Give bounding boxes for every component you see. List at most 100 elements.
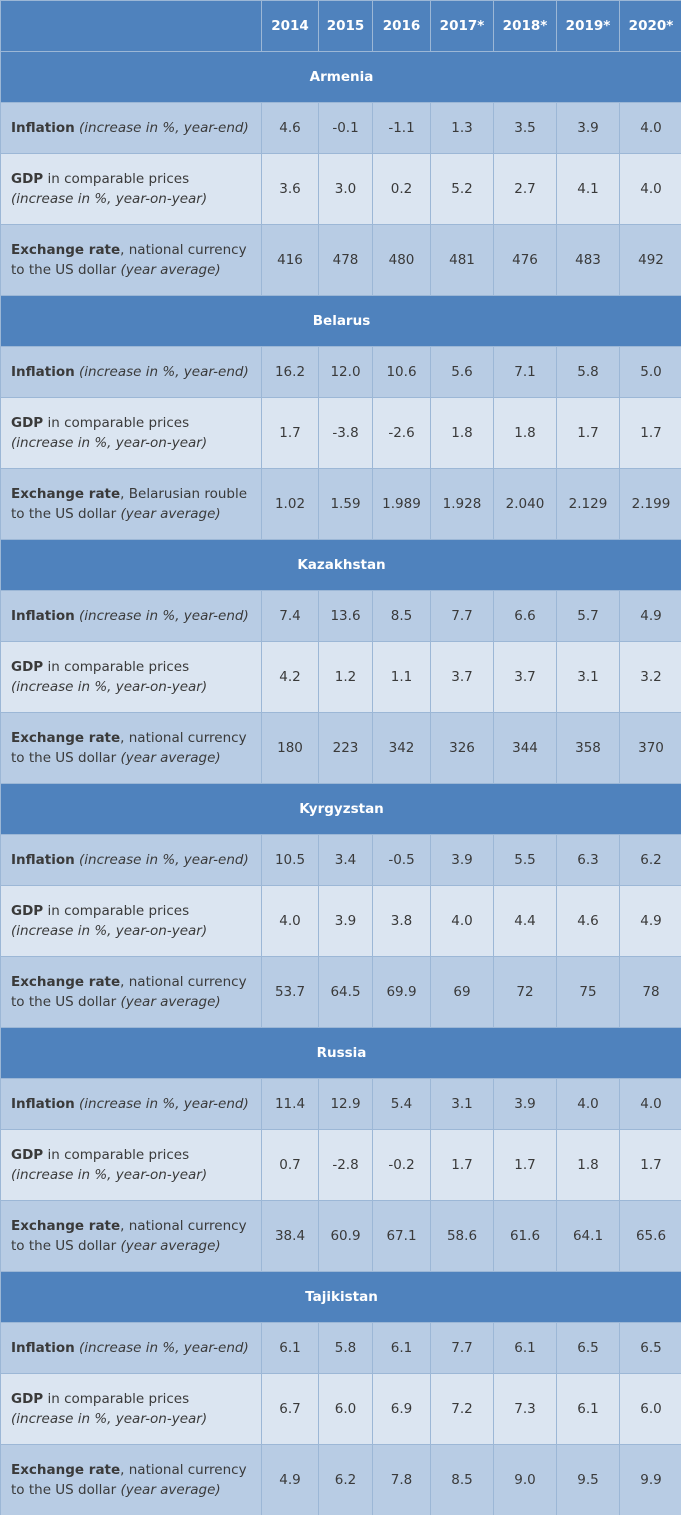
value-cell: 1.7 xyxy=(261,397,319,469)
value-cell: 1.1 xyxy=(372,641,431,713)
value-cell: 75 xyxy=(556,956,620,1028)
row-label-text: in comparable prices xyxy=(47,659,190,675)
value-cell: 12.0 xyxy=(318,346,373,398)
value-cell: 4.0 xyxy=(619,153,681,225)
exchange-rate-row-label: Exchange rate, national currency to the … xyxy=(0,1200,262,1272)
header-row: 2014 2015 2016 2017* 2018* 2019* 2020* xyxy=(0,0,681,52)
row-label-bold: Exchange rate xyxy=(11,974,121,990)
value-cell: 3.6 xyxy=(261,153,319,225)
country-row-armenia: Armenia xyxy=(0,51,681,103)
exchange-rate-row-armenia: Exchange rate, national currency to the … xyxy=(0,224,681,296)
row-label-unit: (year average) xyxy=(120,506,221,522)
value-cell: 60.9 xyxy=(318,1200,373,1272)
row-label-unit: (increase in %, year-end) xyxy=(79,608,249,624)
value-cell: 6.5 xyxy=(619,1322,681,1374)
inflation-row-label: Inflation (increase in %, year-end) xyxy=(0,1322,262,1374)
country-name: Russia xyxy=(0,1027,681,1079)
exchange-rate-row-label: Exchange rate, national currency to the … xyxy=(0,712,262,784)
value-cell: 481 xyxy=(430,224,494,296)
value-cell: 180 xyxy=(261,712,319,784)
inflation-row-russia: Inflation (increase in %, year-end) 11.4 1… xyxy=(0,1078,681,1130)
row-label-unit: (year average) xyxy=(120,1238,221,1254)
value-cell: 6.6 xyxy=(493,590,557,642)
inflation-row-label: Inflation (increase in %, year-end) xyxy=(0,346,262,398)
row-label-unit: (increase in %, year-end) xyxy=(79,120,249,136)
value-cell: 5.5 xyxy=(493,834,557,886)
row-label-text: , national currency to the US dollar xyxy=(11,1218,247,1254)
value-cell: 61.6 xyxy=(493,1200,557,1272)
value-cell: 64.1 xyxy=(556,1200,620,1272)
value-cell: 4.9 xyxy=(619,590,681,642)
value-cell: 78 xyxy=(619,956,681,1028)
value-cell: 5.2 xyxy=(430,153,494,225)
inflation-row-label: Inflation (increase in %, year-end) xyxy=(0,1078,262,1130)
row-label-unit: (increase in %, year-on-year) xyxy=(11,191,208,207)
gdp-row-label: GDP in comparable prices (increase in %,… xyxy=(0,641,262,713)
row-label-bold: Inflation xyxy=(11,852,75,868)
country-row-belarus: Belarus xyxy=(0,295,681,347)
country-row-tajikistan: Tajikistan xyxy=(0,1271,681,1323)
value-cell: 8.5 xyxy=(430,1444,494,1515)
row-label-bold: Inflation xyxy=(11,1096,75,1112)
value-cell: 3.7 xyxy=(493,641,557,713)
row-label-text: in comparable prices xyxy=(47,1391,190,1407)
gdp-row-tajikistan: GDP in comparable prices (increase in %,… xyxy=(0,1373,681,1445)
inflation-row-tajikistan: Inflation (increase in %, year-end) 6.1 5.… xyxy=(0,1322,681,1374)
row-label-unit: (increase in %, year-on-year) xyxy=(11,1411,208,1427)
value-cell: 1.59 xyxy=(318,468,373,540)
value-cell: 3.2 xyxy=(619,641,681,713)
row-label-bold: Exchange rate xyxy=(11,486,121,502)
value-cell: 1.2 xyxy=(318,641,373,713)
row-label-bold: Exchange rate xyxy=(11,730,121,746)
value-cell: 492 xyxy=(619,224,681,296)
country-name: Kazakhstan xyxy=(0,539,681,591)
header-year: 2020* xyxy=(619,0,681,52)
gdp-row-russia: GDP in comparable prices (increase in %,… xyxy=(0,1129,681,1201)
value-cell: 3.5 xyxy=(493,102,557,154)
value-cell: 4.0 xyxy=(261,885,319,957)
row-label-bold: GDP xyxy=(11,415,44,431)
value-cell: 5.7 xyxy=(556,590,620,642)
header-year: 2015 xyxy=(318,0,373,52)
gdp-row-label: GDP in comparable prices (increase in %,… xyxy=(0,1373,262,1445)
value-cell: 370 xyxy=(619,712,681,784)
value-cell: -3.8 xyxy=(318,397,373,469)
value-cell: 2.199 xyxy=(619,468,681,540)
row-label-unit: (increase in %, year-end) xyxy=(79,1096,249,1112)
value-cell: 6.2 xyxy=(318,1444,373,1515)
value-cell: 4.6 xyxy=(261,102,319,154)
value-cell: 3.9 xyxy=(430,834,494,886)
value-cell: 4.9 xyxy=(261,1444,319,1515)
row-label-unit: (increase in %, year-on-year) xyxy=(11,923,208,939)
value-cell: -2.6 xyxy=(372,397,431,469)
value-cell: 1.928 xyxy=(430,468,494,540)
row-label-text: , national currency to the US dollar xyxy=(11,730,247,766)
value-cell: 69 xyxy=(430,956,494,1028)
value-cell: 4.0 xyxy=(619,102,681,154)
value-cell: 3.7 xyxy=(430,641,494,713)
value-cell: 4.6 xyxy=(556,885,620,957)
value-cell: 9.5 xyxy=(556,1444,620,1515)
row-label-bold: Exchange rate xyxy=(11,1218,121,1234)
header-year: 2014 xyxy=(261,0,319,52)
row-label-text: , Belarusian rouble to the US dollar xyxy=(11,486,248,522)
value-cell: 2.7 xyxy=(493,153,557,225)
row-label-unit: (year average) xyxy=(120,994,221,1010)
row-label-unit: (increase in %, year-end) xyxy=(79,852,249,868)
value-cell: 9.9 xyxy=(619,1444,681,1515)
exchange-rate-row-tajikistan: Exchange rate, national currency to the … xyxy=(0,1444,681,1515)
row-label-unit: (increase in %, year-on-year) xyxy=(11,679,208,695)
value-cell: 2.129 xyxy=(556,468,620,540)
inflation-row-label: Inflation (increase in %, year-end) xyxy=(0,834,262,886)
value-cell: 7.4 xyxy=(261,590,319,642)
value-cell: 11.4 xyxy=(261,1078,319,1130)
value-cell: 344 xyxy=(493,712,557,784)
value-cell: 13.6 xyxy=(318,590,373,642)
row-label-bold: Inflation xyxy=(11,364,75,380)
row-label-bold: Inflation xyxy=(11,120,75,136)
value-cell: 10.5 xyxy=(261,834,319,886)
exchange-rate-row-label: Exchange rate, national currency to the … xyxy=(0,224,262,296)
value-cell: 7.3 xyxy=(493,1373,557,1445)
exchange-rate-row-kazakhstan: Exchange rate, national currency to the … xyxy=(0,712,681,784)
